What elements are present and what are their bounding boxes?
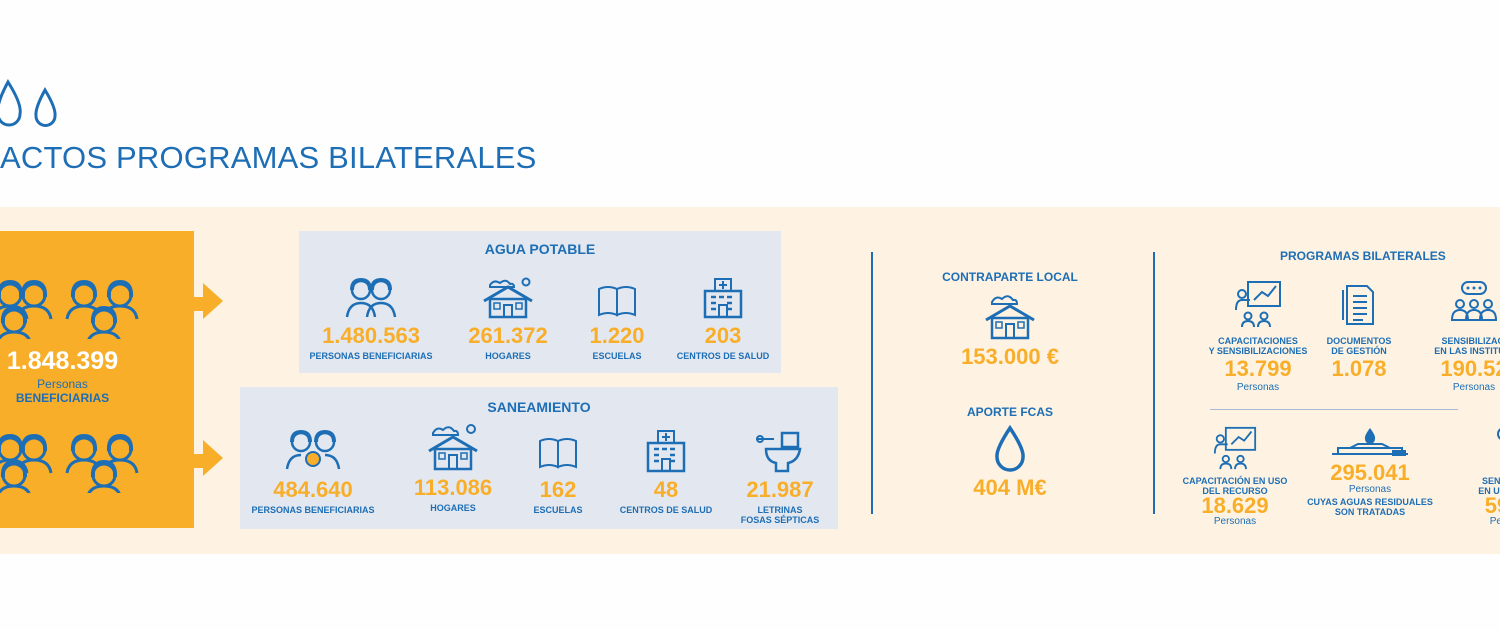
aporte-value: 404 M€ [973,475,1047,500]
house-icon [985,295,1035,340]
san-item-salud: 48 CENTROS DE SALUD [610,429,722,515]
san-label-letrinas-1: LETRINAS [757,505,803,515]
divider-right [1153,252,1155,514]
san-label-salud: CENTROS DE SALUD [619,505,713,515]
divider-left [871,252,873,514]
people-icon [285,429,341,470]
agua-value-escuelas: 1.220 [589,323,645,348]
contraparte-block: CONTRAPARTE LOCAL 153.000 € [880,270,1140,370]
san-value-people: 484.640 [273,477,353,502]
total-label: BENEFICIARIAS [15,391,110,405]
prog-item-sensibilizacion-uso: SENSIBI EN USO D 59. Pers [1452,426,1500,526]
agua-label-salud: CENTROS DE SALUD [676,351,770,361]
prog-value-sensibilizacion: 190.52 [1440,356,1500,381]
contraparte-title: CONTRAPARTE LOCAL [942,270,1078,284]
san-label-hogares: HOGARES [430,503,476,513]
total-value: 1.848.399 [6,347,119,375]
aporte-block: APORTE FCAS 404 M€ [880,405,1140,501]
prog-value-aguas-tratadas: 295.041 [1330,460,1410,485]
water-drops-icon [0,78,70,130]
agua-title: AGUA POTABLE [484,241,596,257]
prog-unit-aguas-tratadas: Personas [1348,484,1392,495]
prog-unit-capacitacion-uso: Personas [1213,516,1257,527]
prog-unit-sensibilizacion-uso: Pers [1489,516,1500,526]
prog-label-capacitaciones-2: Y SENSIBILIZACIONES [1208,346,1308,356]
agua-label-escuelas: ESCUELAS [592,351,642,361]
san-value-salud: 48 [653,477,679,502]
prog-label-sensibilizacion-uso-2: EN USO D [1478,486,1500,496]
saneamiento-panel: SANEAMIENTO 484.640 PERSONAS BENEFICIARI… [240,387,838,529]
book-icon [598,286,636,317]
prog-item-sensibilizacion: SENSIBILIZACI EN LAS INSTITUCI 190.52 Pe… [1414,280,1500,400]
agua-label-people: PERSONAS BENEFICIARIAS [309,351,433,361]
san-value-escuelas: 162 [539,477,577,502]
prog-item-documentos: DOCUMENTOS DE GESTIÓN 1.078 [1322,280,1396,382]
prog-item-aguas-tratadas: 295.041 Personas CUYAS AGUAS RESIDUALES … [1302,424,1438,517]
prog-label-documentos-1: DOCUMENTOS [1326,336,1392,346]
prog-item-capacitaciones: CAPACITACIONES Y SENSIBILIZACIONES 13.79… [1200,280,1316,393]
prog-item-capacitacion-uso: CAPACITACIÓN EN USO DEL RECURSO 18.629 P… [1176,426,1294,527]
prog-value-sensibilizacion-uso: 59. [1484,493,1500,518]
san-label-letrinas-2: FOSAS SÉPTICAS [740,515,820,525]
group-chat-icon [1450,281,1498,321]
san-item-letrinas: 21.987 LETRINAS FOSAS SÉPTICAS [724,429,836,525]
people-icon [345,277,397,318]
san-item-hogares: 113.086 HOGARES [398,423,508,513]
prog-label-aguas-tratadas-1: CUYAS AGUAS RESIDUALES [1307,497,1433,507]
water-drop-icon [995,425,1025,472]
book-icon [539,438,577,469]
prog-label-sensibilizacion-uso-1: SENSIBI [1481,476,1500,486]
prog-label-capacitaciones-1: CAPACITACIONES [1218,336,1298,346]
san-item-escuelas: 162 ESCUELAS [516,429,600,515]
agua-label-hogares: HOGARES [485,351,531,361]
prog-label-aguas-tratadas-2: SON TRATADAS [1334,507,1406,517]
san-label-people: PERSONAS BENEFICIARIAS [251,505,375,515]
san-value-letrinas: 21.987 [746,477,814,502]
agua-item-hogares: 261.372 HOGARES [453,277,563,361]
prog-value-capacitacion-uso: 18.629 [1201,493,1269,518]
prog-label-capacitacion-uso-2: DEL RECURSO [1202,486,1268,496]
agua-value-people: 1.480.563 [322,323,420,348]
presentation-icon [1235,281,1281,328]
san-item-people: 484.640 PERSONAS BENEFICIARIAS [240,429,386,515]
people-group-icon [0,434,139,493]
house-icon [428,424,478,471]
person-chat-icon [1497,428,1500,440]
arrow-saneamiento-head [203,440,223,476]
prog-unit-capacitaciones: Personas [1236,382,1280,393]
contraparte-value: 153.000 € [961,344,1059,369]
san-value-hogares: 113.086 [413,475,493,500]
toilet-icon [756,431,802,473]
prog-value-documentos: 1.078 [1331,356,1387,381]
document-icon [1342,285,1374,325]
agua-item-escuelas: 1.220 ESCUELAS [571,277,663,361]
hospital-icon [703,278,743,319]
hospital-icon [646,430,686,473]
people-group-icon [0,280,139,339]
house-icon [483,277,533,319]
programas-separator [1210,409,1458,410]
aporte-title: APORTE FCAS [966,405,1053,419]
total-beneficiaries-card: 1.848.399 Personas BENEFICIARIAS [0,231,194,528]
prog-value-capacitaciones: 13.799 [1224,356,1292,381]
agua-item-salud: 203 CENTROS DE SALUD [667,277,779,361]
presentation-icon [1213,426,1257,470]
prog-label-documentos-2: DE GESTIÓN [1331,346,1387,356]
agua-value-salud: 203 [704,323,742,348]
agua-panel: AGUA POTABLE 1.480.563 PERSONAS BENEFICI… [299,231,781,373]
agua-item-people: 1.480.563 PERSONAS BENEFICIARIAS [299,277,443,361]
prog-label-sensibilizacion-2: EN LAS INSTITUCI [1434,346,1500,356]
prog-unit-sensibilizacion: Personas [1452,382,1496,393]
arrow-agua-head [203,283,223,319]
programas-title: PROGRAMAS BILATERALES [1280,249,1446,263]
san-label-escuelas: ESCUELAS [533,505,583,515]
saneamiento-title: SANEAMIENTO [487,399,591,415]
prog-label-capacitacion-uso-1: CAPACITACIÓN EN USO [1182,476,1288,486]
prog-label-sensibilizacion-1: SENSIBILIZACI [1441,336,1500,346]
agua-value-hogares: 261.372 [468,323,548,348]
total-unit: Personas [37,377,88,391]
page-title: ACTOS PROGRAMAS BILATERALES [0,140,537,175]
treatment-plant-icon [1332,428,1408,456]
